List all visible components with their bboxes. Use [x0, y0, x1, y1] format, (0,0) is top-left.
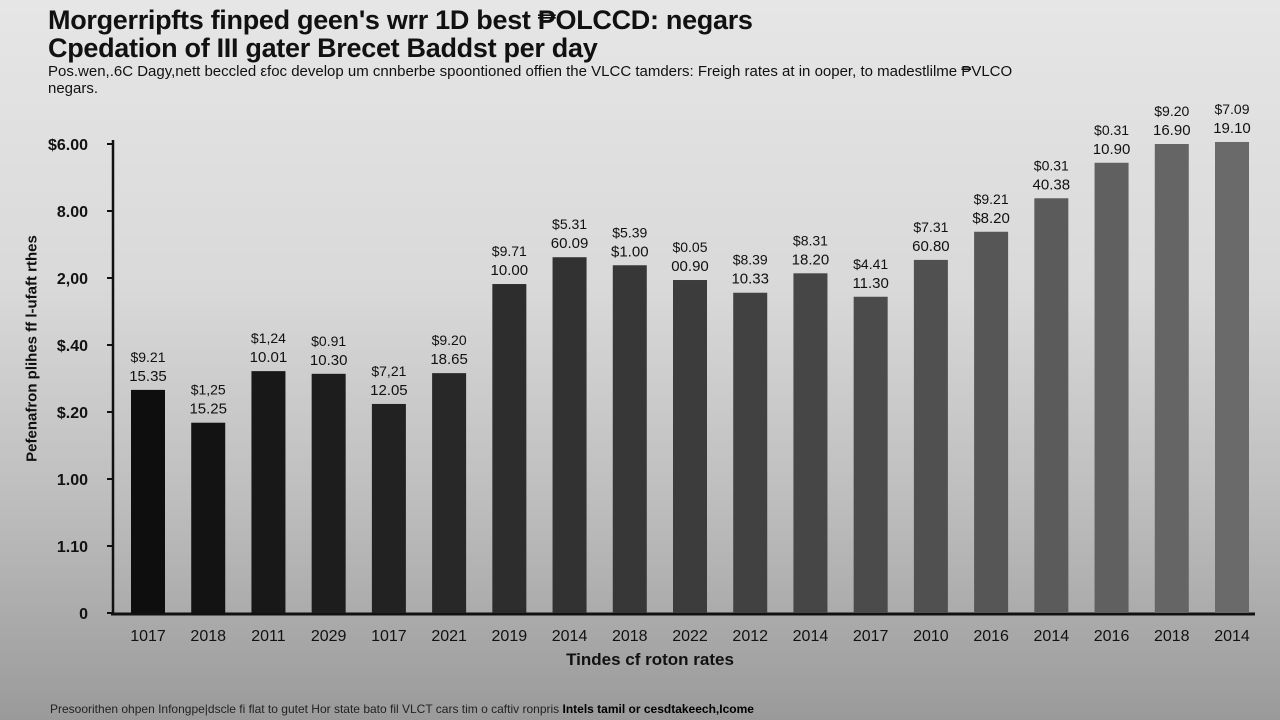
chart-subtitle: Pos.wen,.6C Dagy,nett beccled εfoc devel…	[48, 63, 1013, 97]
data-label-price: $5.39	[612, 224, 647, 240]
title-line-1: Morgerripfts finped geen's wrr 1D best ₱…	[48, 5, 753, 35]
bar	[733, 292, 768, 613]
data-label-value: 19.10	[1213, 120, 1251, 137]
data-label-value: 10.33	[731, 271, 769, 288]
x-tick-label: 2014	[793, 628, 829, 645]
data-label-price: $7,21	[371, 363, 406, 379]
bar	[1215, 141, 1249, 614]
y-tick-label: 1.00	[57, 472, 88, 489]
data-label-value: 60.09	[551, 235, 589, 252]
data-label-price: $0.31	[1094, 122, 1129, 138]
bar	[492, 284, 527, 613]
bar	[1094, 162, 1129, 613]
y-tick-label: 2,00	[57, 271, 88, 288]
data-label-price: $9.71	[492, 243, 527, 259]
x-axis-label: Tindes cf roton rates	[566, 650, 734, 669]
data-label-value: 11.30	[852, 275, 888, 292]
x-tick-label: 2014	[1034, 628, 1070, 645]
chart-title: Morgerripfts finped geen's wrr 1D best ₱…	[48, 6, 753, 62]
data-label-value: $1.00	[611, 243, 649, 260]
x-tick-label: 2017	[853, 628, 889, 645]
bar	[793, 273, 828, 613]
bar	[311, 373, 346, 613]
data-label-price: $9.20	[432, 332, 467, 348]
data-label-price: $8.31	[793, 232, 828, 248]
x-tick-label: 2011	[251, 628, 286, 645]
y-tick-label: $.40	[57, 338, 88, 355]
data-label-value: 10.30	[310, 352, 348, 369]
data-label-price: $9.21	[130, 349, 165, 365]
footer-note: Presoorithen ohpen Infongpe|dscle fi fla…	[50, 702, 754, 716]
data-label-value: 15.35	[129, 368, 167, 385]
bar	[251, 371, 286, 613]
data-label-value: $8.20	[972, 210, 1010, 227]
data-label-value: 60.80	[912, 238, 950, 255]
x-tick-label: 2014	[552, 628, 588, 645]
data-label-price: $7.09	[1214, 101, 1249, 117]
x-tick-label: 2014	[1214, 628, 1250, 645]
x-tick-label: 1017	[371, 628, 407, 645]
data-label-price: $9.20	[1154, 103, 1189, 119]
data-label-price: $9.21	[974, 191, 1009, 207]
data-label-value: 12.05	[370, 382, 408, 399]
y-tick-label: $.20	[57, 405, 88, 422]
x-tick-label: 2029	[311, 628, 347, 645]
bar	[371, 403, 406, 613]
x-tick-label: 2010	[913, 628, 949, 645]
x-tick-label: 1017	[130, 628, 166, 645]
bar	[974, 231, 1009, 613]
x-tick-label: 2012	[732, 628, 768, 645]
data-label-price: $5.31	[552, 216, 587, 232]
y-tick-label: $6.00	[48, 137, 88, 154]
data-label-price: $8.39	[733, 252, 768, 268]
data-label-value: 16.90	[1153, 122, 1191, 139]
data-label-price: $7.31	[913, 219, 948, 235]
data-label-value: 10.01	[250, 349, 288, 366]
data-label-value: 10.90	[1093, 141, 1131, 158]
bar	[853, 296, 888, 613]
data-label-value: 18.20	[792, 251, 830, 268]
footer-bold: Intels tamil or cesdtakeech,Icome	[562, 702, 754, 716]
x-tick-label: 2019	[492, 628, 528, 645]
bar	[191, 422, 226, 613]
x-tick-label: 2022	[672, 628, 708, 645]
bar	[673, 280, 707, 613]
bar	[612, 265, 647, 613]
data-label-price: $1,24	[251, 330, 286, 346]
title-line-2: Cpedation of III gater Brecet Baddst per…	[48, 33, 598, 63]
bar	[1034, 198, 1069, 613]
bar	[552, 257, 587, 613]
data-label-price: $1,25	[191, 382, 226, 398]
bar	[432, 373, 467, 613]
data-label-price: $4.41	[853, 256, 888, 272]
data-label-price: $0.31	[1034, 157, 1069, 173]
y-tick-label: 8.00	[57, 204, 88, 221]
footer-regular: Presoorithen ohpen Infongpe|dscle fi fla…	[50, 702, 563, 716]
data-label-price: $0.91	[311, 333, 346, 349]
x-tick-label: 2018	[612, 628, 648, 645]
data-label-value: 18.65	[430, 351, 468, 368]
y-tick-label: 1.10	[57, 539, 88, 556]
y-tick-label: 0	[79, 606, 88, 623]
data-label-value: 40.38	[1033, 176, 1071, 193]
x-tick-label: 2018	[190, 628, 226, 645]
x-tick-label: 2018	[1154, 628, 1190, 645]
x-tick-label: 2016	[973, 628, 1009, 645]
data-label-value: 00.90	[671, 258, 709, 275]
data-label-value: 15.25	[189, 401, 227, 418]
bar	[131, 389, 165, 613]
x-tick-label: 2021	[431, 628, 467, 645]
bar	[913, 259, 948, 613]
data-label-price: $0.05	[672, 239, 707, 255]
bar	[1154, 144, 1189, 613]
data-label-value: 10.00	[491, 262, 529, 279]
x-tick-label: 2016	[1094, 628, 1130, 645]
